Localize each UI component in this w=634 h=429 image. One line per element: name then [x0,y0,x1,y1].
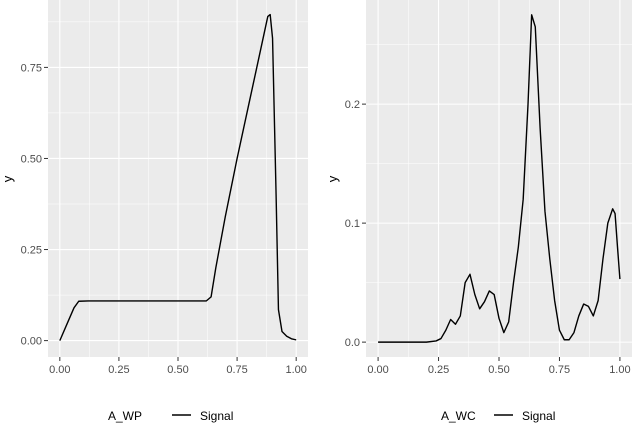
y-tick-label: 0.1 [345,218,360,230]
series-line-signal [59,13,297,341]
y-tick-label: 0.0 [345,337,360,349]
x-tick-label: 0.25 [428,364,449,376]
y-tick-label: 0.2 [345,99,360,111]
series-group [378,14,621,343]
legend: A_WP Signal [108,409,233,423]
axis-ticks [44,66,297,361]
panel-a-wp: 0.00 0.25 0.50 0.75 1.00 0.00 0.25 0.50 0.75 y A… [0,0,308,423]
x-tick-label: 0.75 [226,364,247,376]
series-group [59,13,297,341]
legend: A_WC Signal [441,409,555,423]
x-tick-label: 1.00 [285,364,306,376]
tick-labels: 0.00 0.25 0.50 0.75 1.00 0.0 0.1 0.2 [345,99,631,376]
series-line-signal [378,14,621,343]
grid-lines [48,0,308,357]
y-axis-title: y [325,175,340,182]
panel-a-wc: 0.00 0.25 0.50 0.75 1.00 0.0 0.1 0.2 y A_WC Sig… [325,0,632,423]
x-tick-label: 0.75 [549,364,570,376]
x-tick-label: 0.00 [49,364,70,376]
x-tick-label: 0.25 [108,364,129,376]
x-tick-label: 0.50 [488,364,509,376]
y-tick-label: 0.00 [21,336,42,348]
axis-ticks [362,103,621,361]
x-tick-label: 0.50 [167,364,188,376]
legend-title: A_WC [441,409,476,423]
legend-entry-signal: Signal [200,409,233,423]
y-tick-label: 0.75 [21,62,42,74]
x-tick-label: 0.00 [367,364,388,376]
legend-title: A_WP [108,409,142,423]
y-tick-label: 0.25 [21,245,42,257]
tick-labels: 0.00 0.25 0.50 0.75 1.00 0.00 0.25 0.50 0.75 [21,62,307,376]
legend-entry-signal: Signal [522,409,555,423]
y-tick-label: 0.50 [21,153,42,165]
x-tick-label: 1.00 [609,364,630,376]
y-axis-title: y [0,175,15,182]
